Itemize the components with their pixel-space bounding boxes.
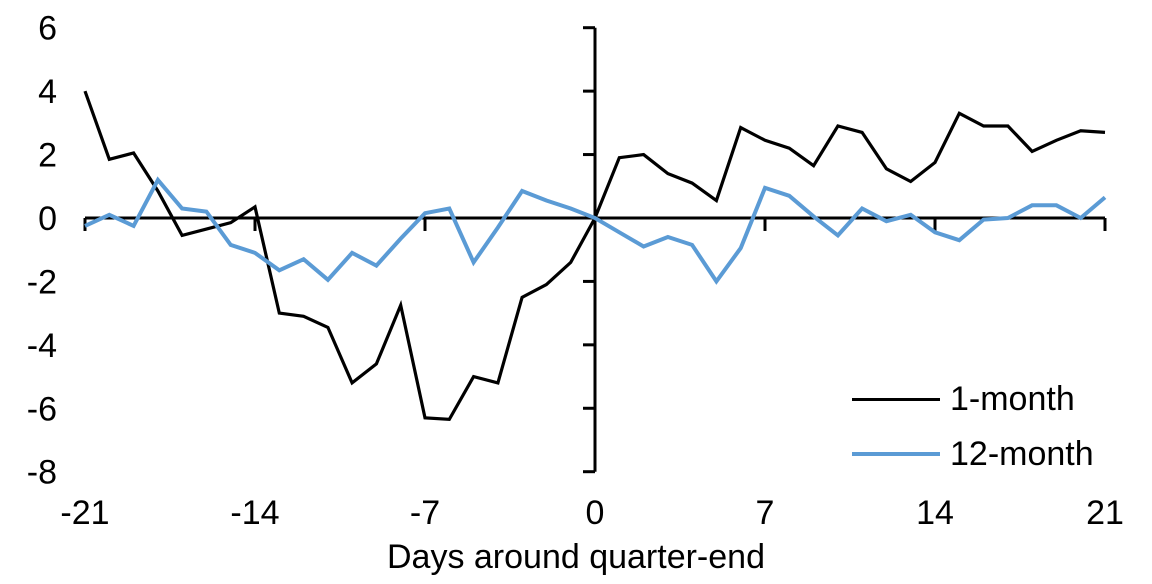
- x-tick-label: -14: [230, 494, 279, 532]
- y-tick-label: -2: [27, 263, 57, 301]
- legend-item-12-month: 12-month: [852, 434, 1094, 473]
- x-tick-label: -21: [60, 494, 109, 532]
- x-tick-label: 7: [756, 494, 775, 532]
- y-tick-label: -8: [27, 454, 57, 492]
- y-tick-label: -4: [27, 327, 57, 365]
- x-tick-label: -7: [410, 494, 440, 532]
- y-tick-label: 6: [38, 10, 57, 48]
- legend: 1-month 12-month: [852, 379, 1094, 473]
- y-tick-label: -6: [27, 390, 57, 428]
- x-tick-label: 21: [1086, 494, 1124, 532]
- legend-line-sample-1-month: [852, 397, 940, 401]
- x-tick-label: 0: [586, 494, 605, 532]
- y-tick-label: 2: [38, 137, 57, 175]
- y-tick-label: 0: [38, 200, 57, 238]
- legend-line-sample-12-month: [852, 452, 940, 456]
- legend-label-1-month: 1-month: [950, 379, 1075, 418]
- series-line-12-month: [84, 176, 1107, 285]
- x-tick-label: 14: [916, 494, 954, 532]
- legend-label-12-month: 12-month: [950, 434, 1094, 473]
- y-tick-label: 4: [38, 73, 57, 111]
- x-axis-title: Days around quarter-end: [386, 538, 765, 576]
- legend-item-1-month: 1-month: [852, 379, 1094, 418]
